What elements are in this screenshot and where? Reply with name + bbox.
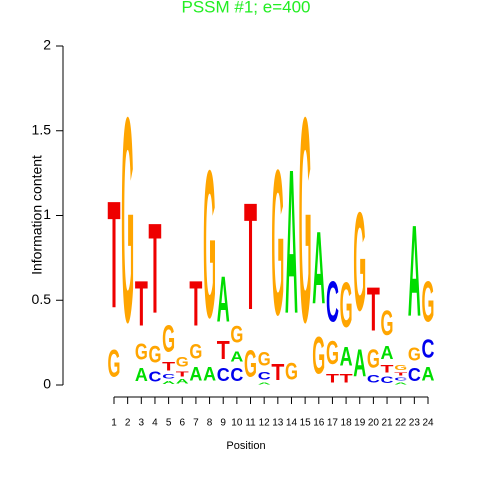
logo-letter: C — [408, 365, 421, 385]
logo-letter: C — [258, 371, 271, 382]
logo-letter: A — [394, 382, 407, 386]
x-tick-label: 4 — [152, 418, 158, 429]
logo-letter: A — [312, 210, 325, 326]
logo-letter: A — [230, 348, 243, 365]
y-tick-label: 0 — [43, 376, 51, 392]
x-tick-label: 7 — [193, 418, 199, 429]
x-tick-label: 2 — [125, 418, 131, 429]
logo-letter: T — [271, 359, 285, 385]
logo-letter: A — [422, 363, 435, 385]
logo-letter: T — [340, 371, 354, 385]
x-tick-label: 24 — [422, 418, 434, 429]
chart-title: PSSM #1; e=400 — [181, 0, 310, 16]
x-tick-label: 22 — [395, 418, 407, 429]
logo-letter: A — [381, 343, 394, 363]
logo-letter: C — [148, 368, 161, 385]
logo-letter: A — [203, 363, 216, 385]
logo-letter: G — [326, 334, 339, 372]
x-tick-label: 10 — [231, 418, 243, 429]
logo-letter: G — [299, 57, 312, 383]
logo-letter: C — [394, 376, 408, 381]
logo-letter: A — [258, 382, 271, 386]
logo-letter: G — [244, 344, 257, 385]
logo-letter: T — [381, 363, 395, 375]
logo-letter: T — [148, 197, 161, 341]
x-tick-label: 19 — [354, 418, 366, 429]
x-tick-label: 9 — [220, 418, 226, 429]
x-tick-label: 8 — [207, 418, 213, 429]
logo-letter: G — [108, 342, 121, 385]
logo-letter: C — [367, 374, 380, 385]
logo-letter: A — [189, 363, 202, 385]
logo-letter: T — [394, 372, 408, 377]
x-tick-label: 16 — [313, 418, 325, 429]
y-tick-label: 0.5 — [32, 291, 52, 307]
x-axis-label: Position — [226, 440, 265, 452]
logo-letter: C — [162, 373, 175, 380]
logo-letter: C — [326, 270, 339, 335]
y-tick-label: 1 — [43, 206, 51, 222]
logo-letter: G — [340, 269, 353, 340]
y-axis-label: Information content — [29, 155, 45, 275]
logo-letter: G — [230, 321, 243, 348]
logo-letter: G — [189, 341, 202, 364]
logo-letter: G — [381, 303, 394, 343]
logo-letter: T — [217, 336, 231, 364]
logo-letter: G — [367, 344, 380, 374]
x-tick-label: 14 — [286, 418, 298, 429]
logo-letter: G — [148, 342, 161, 369]
logo-letter: A — [135, 365, 148, 385]
x-tick-label: 21 — [381, 418, 393, 429]
logo-letter: A — [176, 378, 189, 385]
logo-letter: T — [176, 370, 189, 378]
logo-letter: A — [353, 342, 366, 386]
logo-letter: G — [394, 363, 407, 372]
logo-letter: G — [285, 359, 298, 386]
x-tick-label: 23 — [409, 418, 421, 429]
x-tick-label: 20 — [368, 418, 380, 429]
logo-letter: T — [162, 359, 176, 373]
logo-letter: T — [367, 274, 380, 344]
logo-letter: G — [176, 355, 189, 370]
logo-letter: A — [340, 341, 353, 372]
logo-letter: A — [162, 380, 176, 385]
logo-letter: T — [135, 269, 148, 340]
x-tick-label: 11 — [245, 418, 256, 429]
logo-letter: G — [162, 319, 175, 360]
logo-letter: G — [353, 184, 366, 341]
logo-letter: G — [408, 344, 421, 365]
logo-letter: G — [121, 57, 134, 383]
x-tick-label: 13 — [272, 418, 284, 429]
x-tick-label: 5 — [166, 418, 172, 429]
x-tick-label: 6 — [179, 418, 185, 429]
logo-letter: G — [203, 126, 216, 361]
logo-letter: G — [271, 128, 284, 359]
logo-letter: T — [326, 371, 340, 385]
y-tick-label: 2 — [43, 37, 51, 53]
logo-letter: C — [422, 334, 435, 363]
logo-letter: T — [244, 172, 257, 343]
logo-letter: G — [258, 347, 271, 370]
x-tick-label: 15 — [300, 418, 312, 429]
logo-letter: C — [217, 365, 230, 385]
logo-letter: A — [285, 127, 298, 357]
x-tick-label: 3 — [139, 418, 145, 429]
x-tick-label: 17 — [327, 418, 339, 429]
logo-letter: A — [217, 264, 230, 336]
logo-letter: C — [381, 375, 394, 385]
logo-letter: T — [189, 269, 202, 340]
x-tick-label: 1 — [111, 418, 117, 429]
logo-letter: A — [408, 198, 421, 344]
logo-letter: T — [108, 170, 121, 341]
logo-letter: G — [135, 340, 148, 365]
logo-letter: G — [422, 270, 435, 334]
logo-letter: C — [230, 365, 243, 385]
y-tick-label: 1.5 — [32, 121, 52, 137]
logo-letter: G — [312, 326, 325, 385]
x-tick-label: 18 — [341, 418, 353, 429]
x-tick-label: 12 — [259, 418, 271, 429]
